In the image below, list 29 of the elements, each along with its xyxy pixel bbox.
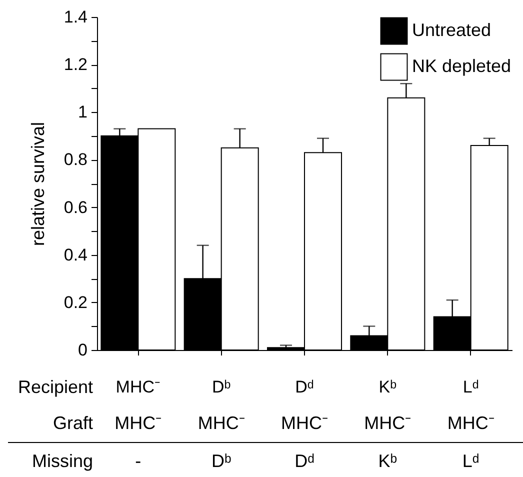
y-tick-label: 0.4 (64, 245, 88, 264)
text: Dᵇ (211, 451, 232, 471)
y-tick-label: 0 (78, 340, 88, 360)
text: Dᵈ (294, 451, 315, 471)
legend-label: Untreated (412, 20, 492, 40)
y-tick-label: 0.2 (64, 292, 88, 312)
y-tick-label: 0.6 (64, 198, 88, 217)
y-tick-label: 1 (78, 102, 88, 122)
y-axis-title: relative survival (28, 122, 48, 246)
y-tick-label: 1.4 (64, 8, 88, 26)
text: MHC⁻ (198, 413, 245, 433)
x-tick-label: Lᵈ (462, 378, 479, 396)
y-tick-label: 1.2 (64, 55, 88, 74)
text: Recipient (18, 377, 93, 397)
text: MHC⁻ (114, 413, 162, 433)
y-tick-label: 0.8 (64, 150, 88, 170)
text: MHC⁻ (364, 413, 412, 433)
text: Graft (52, 413, 93, 433)
text: - (135, 451, 142, 471)
x-tick-label: Kᵇ (378, 378, 397, 396)
text: MHC⁻ (447, 413, 494, 433)
text: Lᵈ (462, 451, 480, 471)
text: Missing (32, 451, 93, 471)
x-tick-label: Dᵈ (295, 378, 314, 396)
text: Kᵇ (378, 451, 398, 471)
legend-label: NK depleted (412, 56, 512, 76)
x-tick-label: Dᵇ (212, 378, 231, 396)
x-tick-label: MHC⁻ (116, 378, 161, 396)
text: MHC⁻ (281, 413, 328, 433)
